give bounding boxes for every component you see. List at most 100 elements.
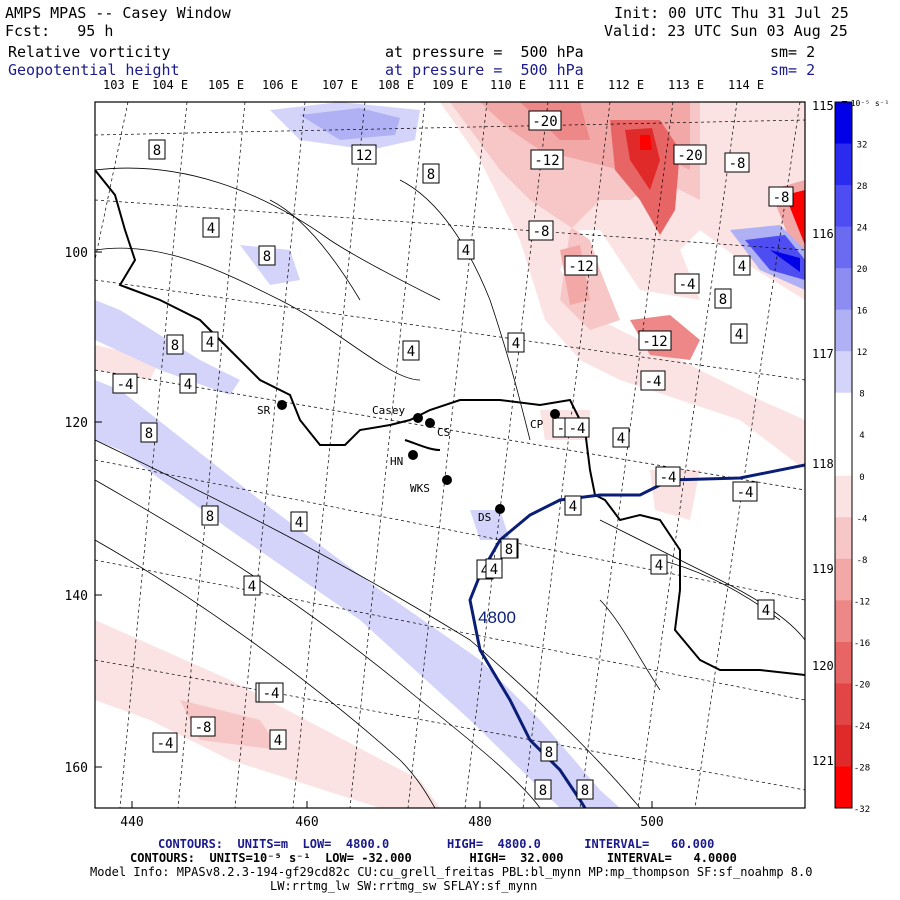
colorbar-label: 4	[859, 431, 864, 441]
contour-label-box	[714, 288, 732, 309]
x-tick-label: 460	[295, 815, 318, 830]
height-contour-label: 4800	[478, 608, 516, 627]
contour-label-box	[528, 220, 554, 241]
contour-label: -12	[568, 259, 593, 275]
contour-label-box	[650, 554, 668, 575]
contour-label-box	[528, 110, 562, 131]
lon-label-top: 108 E	[378, 78, 414, 92]
lon-label-top: 107 E	[322, 78, 358, 92]
contour-label-box	[640, 370, 666, 391]
contour-label: 8	[206, 509, 214, 525]
lon-label-top: 114 E	[728, 78, 764, 92]
lon-label-top: 103 E	[103, 78, 139, 92]
contour-label: 4	[490, 562, 498, 578]
station-label: CP	[530, 418, 544, 431]
colorbar-label: -8	[857, 556, 868, 566]
lon-label-top: 106 E	[262, 78, 298, 92]
contour-label-box	[500, 538, 518, 559]
contour-label: -4	[645, 374, 662, 390]
colorbar-label: -12	[854, 597, 870, 607]
contour-label: -8	[195, 720, 212, 736]
footer-physics-info: LW:rrtmg_lw SW:rrtmg_sw SFLAY:sf_mynn	[270, 879, 538, 893]
colorbar-swatch	[835, 185, 852, 228]
lon-label-top: 113 E	[668, 78, 704, 92]
contour-label: 4	[184, 377, 192, 393]
contour-label: -4	[737, 485, 754, 501]
contour-label-box	[112, 373, 138, 394]
contour-label: -4	[569, 421, 586, 437]
contour-label: 4	[512, 336, 520, 352]
contour-labels: 812848484444-448484-4444-4-44444448-20-1…	[112, 110, 794, 800]
contour-label: -12	[642, 334, 667, 350]
field2-smooth: sm= 2	[770, 61, 816, 79]
contour-label: -20	[677, 148, 702, 164]
contour-label-box	[638, 330, 672, 351]
colorbar-label: 16	[857, 307, 868, 317]
station-label: HN	[390, 455, 403, 468]
station-label: Casey	[372, 404, 405, 417]
colorbar-swatch	[835, 517, 852, 560]
contour-label: -4	[117, 377, 134, 393]
contour-label: 4	[738, 259, 746, 275]
colorbar-swatch	[835, 683, 852, 726]
contour-label-box	[733, 255, 751, 276]
y-tick-label: 140	[65, 589, 88, 604]
contour-label: -8	[533, 224, 550, 240]
colorbar-frame	[834, 101, 853, 809]
station-marker-hn	[408, 450, 418, 460]
contour-label: 8	[505, 542, 513, 558]
station-label: WKS	[410, 482, 430, 495]
colorbar-label: -20	[854, 680, 870, 690]
station-marker-cs	[425, 418, 435, 428]
contour-label-box	[402, 340, 420, 361]
station-marker-cp	[550, 409, 560, 419]
colorbar-label: -28	[854, 763, 870, 773]
colorbar-swatch	[835, 434, 852, 477]
y-tick-label: 120	[65, 416, 88, 431]
colorbar-label: 20	[857, 265, 868, 275]
colorbar-swatch	[835, 351, 852, 394]
contour-label-box	[655, 466, 681, 487]
stations: SR Casey CS CP HN WKS DS	[257, 400, 560, 524]
contour-label: -4	[263, 686, 280, 702]
colorbar-label: 28	[857, 182, 868, 192]
contour-label: 8	[719, 292, 727, 308]
contour-label: 4	[295, 515, 303, 531]
contour-label-box	[757, 599, 775, 620]
y-axis-ticks: 100 120 140 160	[65, 246, 102, 776]
contour-label: 4	[735, 327, 743, 343]
contour-label-box	[540, 741, 558, 762]
contour-label-box	[290, 511, 308, 532]
colorbar-label: 0	[859, 473, 864, 483]
contour-label-box	[724, 152, 750, 173]
contour-label: 12	[356, 148, 373, 164]
colorbar-swatch	[835, 641, 852, 684]
contour-label-box	[166, 334, 184, 355]
contour-label-box	[422, 163, 440, 184]
contour-label: 8	[427, 167, 435, 183]
station-label: DS	[478, 511, 491, 524]
x-tick-label: 440	[120, 815, 143, 830]
y-tick-label: 100	[65, 246, 88, 261]
colorbar-label: 8	[859, 390, 864, 400]
contour-label-box	[673, 144, 707, 165]
field2-name: Geopotential height	[8, 61, 180, 79]
contour-label-box	[201, 331, 219, 352]
station-label: SR	[257, 404, 271, 417]
contour-label-box	[507, 332, 525, 353]
colorbar-swatch	[835, 143, 852, 186]
colorbar-swatch	[835, 226, 852, 269]
station-marker-ds	[495, 504, 505, 514]
contour-label: -20	[532, 114, 557, 130]
map-field-layer	[95, 102, 805, 808]
contour-label-box	[485, 558, 503, 579]
contour-label: -4	[157, 736, 174, 752]
contour-label-box	[351, 144, 377, 165]
init-time: Init: 00 UTC Thu 31 Jul 25	[614, 4, 849, 22]
contour-label: 8	[171, 338, 179, 354]
forecast-hour: Fcst: 95 h	[5, 22, 114, 40]
contour-label: 4	[569, 499, 577, 515]
colorbar-swatch	[835, 724, 852, 767]
station-marker-sr	[277, 400, 287, 410]
